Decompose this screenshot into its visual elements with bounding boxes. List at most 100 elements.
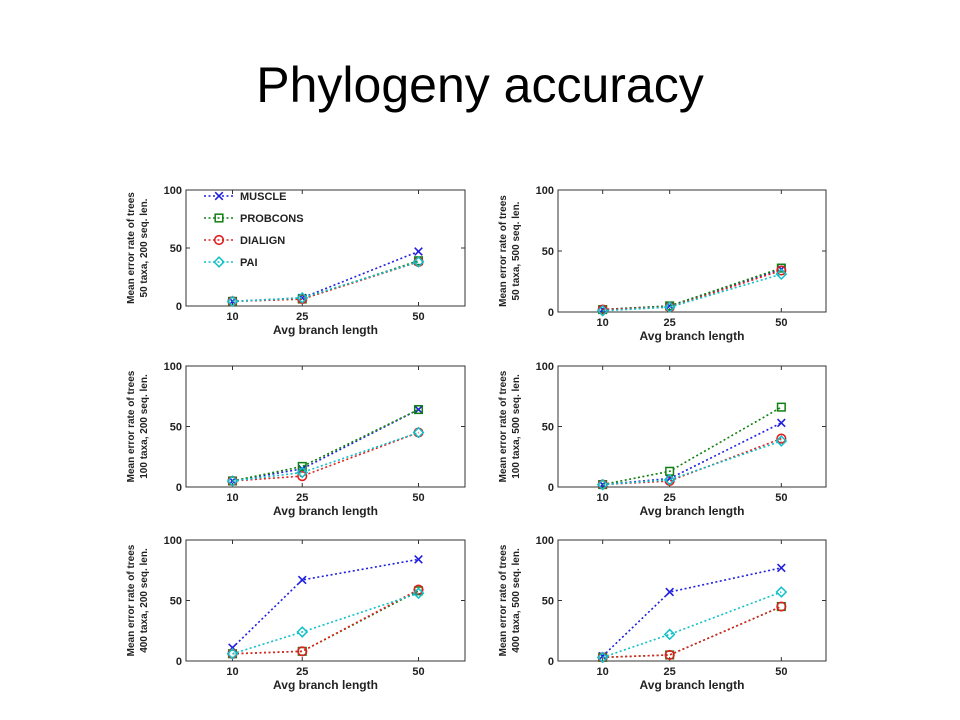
chart-panel-6: 0 50 100 10 25 50 Avg branch length Mean error … (498, 535, 827, 692)
series-line (602, 591, 782, 659)
x-tick-label: 10 (226, 311, 238, 323)
data-point (412, 256, 425, 268)
data-point (775, 268, 788, 281)
plot-frame (557, 189, 827, 313)
data-point (296, 466, 309, 479)
y-tick-label: 0 (548, 307, 554, 319)
series-pai (596, 268, 788, 317)
y-tick-label: 50 (542, 246, 554, 258)
data-point (663, 473, 676, 486)
series-line (602, 267, 782, 311)
data-point (596, 478, 609, 491)
x-axis-label: Avg branch length (273, 323, 378, 337)
series-line (602, 269, 782, 311)
y-tick-label: 0 (548, 656, 554, 668)
legend-marker (213, 234, 225, 246)
legend-label: PAI (240, 257, 258, 269)
data-point (663, 301, 676, 313)
x-tick-label: 25 (296, 666, 308, 678)
data-point (664, 649, 675, 661)
y-axis-label: Mean error rate of trees (126, 544, 137, 656)
y-tick-label: 50 (170, 596, 182, 608)
x-tick-label: 50 (775, 317, 787, 329)
y-axis-label: 50 taxa, 200 seq. len. (139, 198, 150, 297)
data-point (226, 647, 239, 660)
y-tick-label: 0 (176, 301, 182, 313)
x-axis-label: Avg branch length (640, 504, 745, 518)
legend-item-pai: PAI (204, 256, 258, 269)
legend-label: PROBCONS (240, 213, 304, 225)
y-tick-label: 100 (164, 185, 182, 197)
data-point (663, 628, 676, 641)
series-line (232, 261, 419, 303)
series-pai (596, 586, 788, 664)
x-tick-label: 50 (412, 311, 424, 323)
series-line (232, 588, 419, 655)
data-point (296, 292, 309, 304)
legend-label: DIALIGN (240, 235, 285, 247)
y-tick-label: 0 (176, 656, 182, 668)
series-pai (226, 587, 425, 660)
x-tick-label: 50 (412, 492, 424, 504)
y-axis-label: 100 taxa, 200 seq. len. (139, 374, 150, 479)
series-line (602, 406, 782, 486)
x-tick-label: 10 (597, 317, 609, 329)
series-line (231, 558, 419, 649)
y-axis-label: Mean error rate of trees (126, 370, 137, 482)
data-point (226, 475, 239, 487)
data-point (226, 295, 239, 308)
series-pai (596, 435, 788, 491)
y-tick-label: 0 (176, 482, 182, 494)
x-axis-label: Avg branch length (640, 329, 745, 343)
y-tick-label: 100 (536, 185, 554, 197)
y-tick-label: 50 (170, 243, 182, 255)
y-axis-label: 100 taxa, 500 seq. len. (511, 374, 522, 479)
y-axis-label: 50 taxa, 500 seq. len. (511, 201, 522, 300)
x-axis-label: Avg branch length (273, 504, 378, 518)
plot-frame (185, 189, 466, 307)
y-tick-label: 50 (542, 596, 554, 608)
x-tick-label: 25 (664, 317, 676, 329)
data-point (596, 651, 609, 664)
legend-label: MUSCLE (240, 191, 286, 203)
legend-item-probcons: PROBCONS (204, 213, 304, 225)
chart-panel-2: 0 50 100 10 25 50 Avg branch length Mean error … (498, 185, 827, 343)
series-line (232, 592, 419, 655)
data-point (665, 587, 675, 597)
data-point (775, 435, 788, 447)
legend-marker (214, 213, 224, 223)
x-tick-label: 10 (597, 492, 609, 504)
y-axis-label: Mean error rate of trees (498, 370, 509, 482)
x-tick-label: 25 (664, 492, 676, 504)
series-line (232, 431, 419, 482)
data-point (296, 626, 309, 638)
plot-frame (185, 365, 466, 488)
data-point (297, 575, 307, 585)
data-point (297, 461, 307, 471)
series-line (602, 422, 782, 486)
chart-panel-3: 0 50 100 10 25 50 Avg branch length Mean error … (126, 361, 466, 518)
x-tick-label: 50 (775, 492, 787, 504)
series-line (602, 273, 782, 312)
legend-item-dialign: DIALIGN (204, 234, 285, 247)
y-tick-label: 0 (548, 482, 554, 494)
data-point (297, 471, 308, 482)
data-point (776, 433, 787, 444)
x-axis-label: Avg branch length (273, 678, 378, 692)
data-point (297, 646, 308, 657)
data-point (413, 405, 424, 415)
chart-panel-5: 0 50 100 10 25 50 Avg branch length Mean error … (126, 535, 466, 692)
data-point (776, 265, 787, 276)
series-line (232, 408, 419, 482)
x-tick-label: 25 (296, 492, 308, 504)
data-point (414, 405, 423, 414)
legend-marker (214, 191, 224, 201)
x-tick-label: 25 (664, 666, 676, 678)
x-tick-label: 10 (226, 492, 238, 504)
legend-marker (213, 256, 225, 268)
series-line (602, 440, 782, 486)
data-point (776, 402, 786, 412)
legend-item-muscle: MUSCLE (204, 191, 286, 203)
data-point (775, 586, 788, 598)
y-tick-label: 100 (536, 361, 554, 373)
